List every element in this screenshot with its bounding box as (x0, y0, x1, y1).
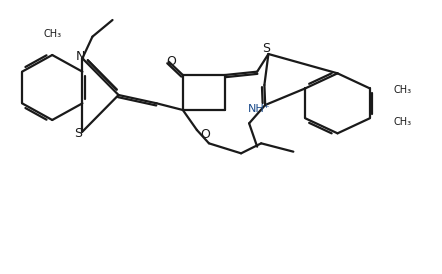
Text: CH₃: CH₃ (394, 85, 412, 95)
Text: CH₃: CH₃ (394, 117, 412, 127)
Text: NH⁺: NH⁺ (248, 104, 271, 114)
Text: O: O (200, 129, 210, 141)
Text: S: S (263, 42, 271, 56)
Text: N: N (76, 50, 85, 63)
Text: CH₃: CH₃ (43, 29, 61, 39)
Text: S: S (74, 127, 82, 140)
Text: O: O (166, 55, 176, 68)
